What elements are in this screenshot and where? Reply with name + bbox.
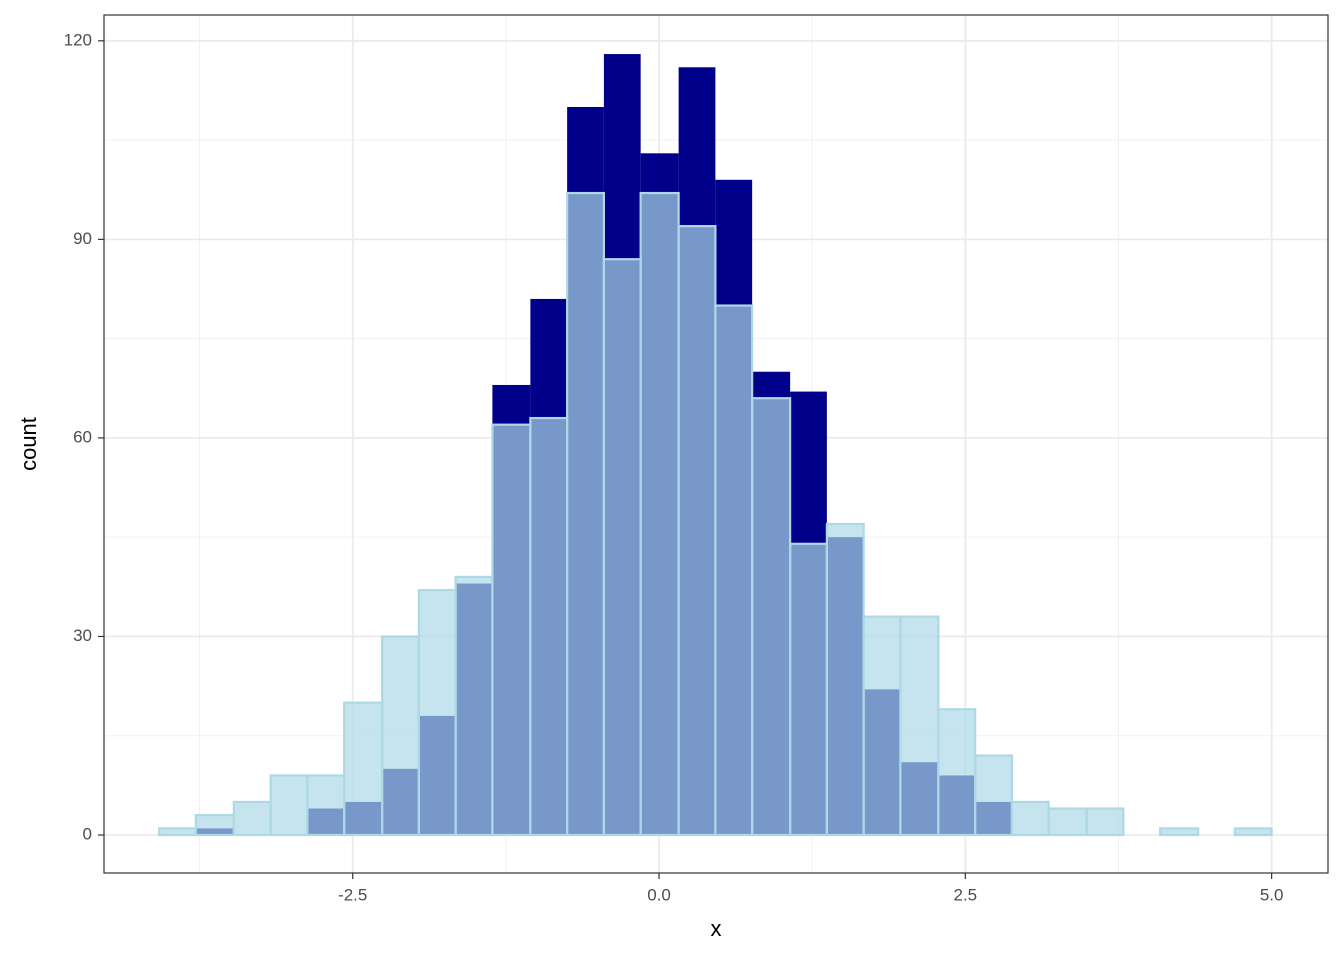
x-tick-label: -2.5 [338,885,367,904]
x-tick-label: 2.5 [954,885,978,904]
bar [306,774,346,837]
bar [194,814,235,837]
bar [566,191,605,837]
bar [381,635,420,837]
bar [1233,827,1273,837]
bar [677,225,717,837]
bar [974,754,1013,837]
bar [158,827,197,837]
bar [529,416,569,837]
bar [1047,807,1088,837]
bar [639,191,680,837]
x-axis-title: x [711,916,722,941]
bar [789,542,828,837]
bar [232,800,272,837]
bar [602,258,642,837]
bar [343,701,384,837]
bar [862,615,902,837]
y-tick-label: 90 [73,229,92,248]
bar [1085,807,1125,837]
bar [417,589,457,837]
y-tick-label: 0 [83,824,92,843]
bar [825,522,865,837]
bar [491,423,532,837]
bar [454,575,494,837]
bar [714,304,754,837]
bar [269,774,309,837]
bars [158,54,1273,837]
x-tick-label: 0.0 [647,885,671,904]
y-tick-label: 60 [73,427,92,446]
y-tick-label: 30 [73,626,92,645]
bar [751,397,792,837]
panel-border [103,14,1329,874]
y-axis-title: count [16,417,41,471]
bar [899,615,940,837]
bar [1010,800,1050,837]
bar [937,708,977,837]
bar [1159,827,1200,837]
x-tick-label: 5.0 [1260,885,1284,904]
y-tick-label: 120 [64,30,92,49]
